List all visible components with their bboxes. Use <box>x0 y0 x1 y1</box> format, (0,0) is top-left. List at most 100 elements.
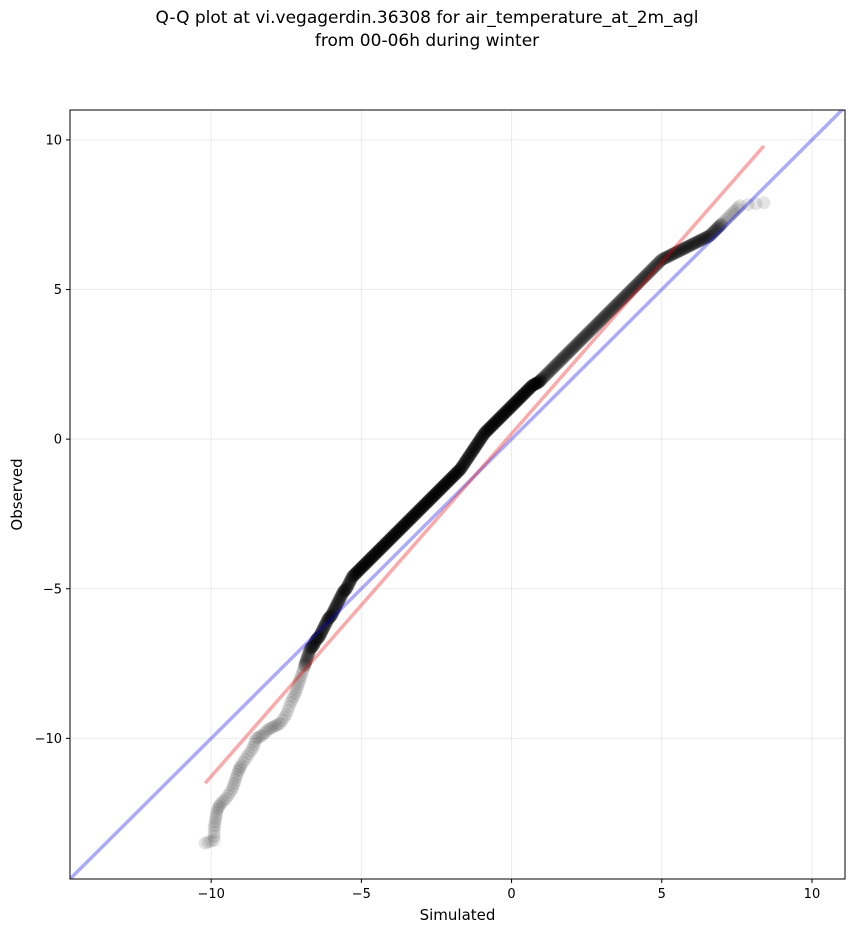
data-point <box>348 567 362 581</box>
data-point <box>390 526 404 540</box>
data-point <box>352 564 366 578</box>
data-point <box>461 451 475 465</box>
data-point <box>511 393 525 407</box>
data-point <box>630 278 644 292</box>
data-point <box>693 234 707 248</box>
data-point <box>298 658 312 672</box>
data-point <box>444 472 458 486</box>
data-point <box>333 591 347 605</box>
data-point <box>284 695 298 709</box>
data-point <box>421 494 435 508</box>
data-point <box>460 452 474 466</box>
data-point <box>580 327 594 341</box>
data-point <box>389 526 403 540</box>
data-point <box>608 299 622 313</box>
data-point <box>338 583 352 597</box>
data-point <box>614 293 628 307</box>
data-point <box>477 428 491 442</box>
data-point <box>494 410 508 424</box>
data-point <box>489 415 503 429</box>
data-point <box>658 251 672 265</box>
data-point <box>613 294 627 308</box>
data-point <box>451 465 464 479</box>
data-point <box>659 251 673 265</box>
data-point <box>600 307 614 321</box>
data-point <box>434 482 448 496</box>
data-point <box>490 414 504 428</box>
data-point <box>368 547 382 561</box>
data-point <box>201 835 215 849</box>
data-point <box>469 438 483 452</box>
data-point <box>329 600 343 614</box>
data-point <box>366 549 380 563</box>
data-point <box>393 522 407 536</box>
data-point <box>395 521 409 535</box>
data-point <box>338 583 352 597</box>
data-point <box>379 536 393 550</box>
data-point <box>630 277 644 291</box>
data-point <box>564 343 578 357</box>
data-point <box>318 619 332 633</box>
data-point <box>337 584 351 598</box>
data-point <box>505 398 519 412</box>
data-point <box>626 281 640 295</box>
data-point <box>709 222 723 236</box>
chart-title: Q-Q plot at vi.vegagerdin.36308 for air_… <box>155 8 699 28</box>
data-point <box>353 562 367 576</box>
data-point <box>449 467 463 481</box>
data-point <box>428 487 442 501</box>
data-point <box>373 543 387 557</box>
data-point <box>523 381 537 395</box>
data-point <box>485 419 499 433</box>
data-point <box>525 379 539 393</box>
data-point <box>499 405 513 419</box>
data-point <box>351 564 365 578</box>
data-point <box>324 609 338 623</box>
data-point <box>658 251 672 265</box>
data-point <box>551 356 565 370</box>
data-point <box>454 461 468 475</box>
data-point <box>541 366 555 380</box>
data-point <box>301 648 315 662</box>
data-point <box>401 514 415 528</box>
data-point <box>714 218 728 232</box>
data-point <box>479 424 493 438</box>
data-point <box>413 503 427 517</box>
data-point <box>314 627 328 641</box>
data-point <box>300 651 314 665</box>
data-point <box>460 452 474 466</box>
data-point <box>470 437 484 451</box>
data-point <box>420 496 434 510</box>
data-point <box>211 801 225 815</box>
data-point <box>636 271 650 285</box>
data-point <box>581 326 595 340</box>
data-point <box>466 444 480 458</box>
data-point <box>318 618 332 632</box>
data-point <box>303 643 317 657</box>
data-point <box>433 482 447 496</box>
data-point <box>503 401 517 415</box>
data-point <box>690 235 704 249</box>
data-point <box>353 563 367 577</box>
data-point <box>307 637 321 651</box>
data-point <box>458 455 472 469</box>
data-point <box>379 536 393 550</box>
data-point <box>496 408 510 422</box>
data-point <box>483 420 497 434</box>
data-point <box>492 412 506 426</box>
data-point <box>409 506 423 520</box>
data-point <box>524 379 538 393</box>
data-point <box>713 218 727 232</box>
data-point <box>357 558 371 572</box>
data-point <box>441 474 455 488</box>
data-point <box>380 536 394 550</box>
data-point <box>380 535 394 549</box>
data-point <box>326 604 340 618</box>
data-point <box>566 341 580 355</box>
data-point <box>519 385 533 399</box>
data-point <box>704 227 718 241</box>
data-point <box>225 782 239 796</box>
data-point <box>335 588 349 602</box>
data-point <box>382 533 396 547</box>
data-point <box>604 303 618 317</box>
